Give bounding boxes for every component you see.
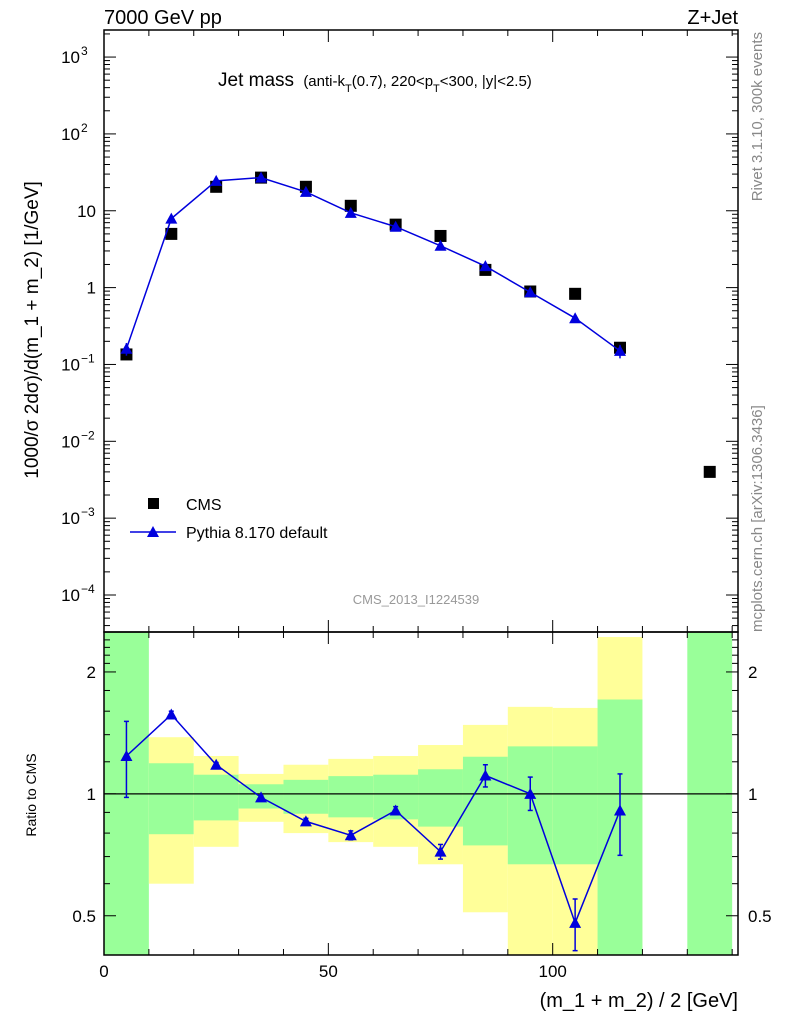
cms-data-point [344,199,357,212]
pythia-data-point [165,212,178,224]
y-tick-label: 1 [87,279,96,298]
y-tick-label: 10 [77,202,96,221]
band-inner [328,776,374,818]
cms-data-point [434,229,447,242]
title-subscript-2: T [433,83,440,95]
title-sub-3: <300, |y|<2.5) [440,73,532,90]
pythia-line [125,176,621,352]
band-inner [552,746,598,865]
ratio-y-tick-label: 0.5 [72,907,96,926]
chart-marks [120,171,716,952]
y-tick-label: 10 [61,48,80,67]
pythia-data-point [255,171,268,183]
ratio-data-point [255,791,268,803]
ratio-data-point [434,845,447,857]
pythia-data-point [299,185,312,197]
pythia-data-point [434,239,447,251]
y-tick-label: 10 [61,586,80,605]
cms-data-point [569,287,582,300]
side-bottom-text: mcplots.cern.ch [arXiv:1306.3436] [749,405,766,632]
ratio-data-point [569,916,582,928]
ratio-data-point [389,804,402,816]
cms-data-point [703,465,716,478]
x-axis-label: (m_1 + m_2) / 2 [GeV] [540,990,738,1012]
ratio-y-tick-label: 2 [87,663,96,682]
y-tick-label: 10 [61,432,80,451]
ratio-y-tick-label-right: 1 [748,785,757,804]
x-tick-label: 0 [99,962,108,981]
pythia-data-point [569,312,582,324]
y-tick-label: 10 [61,125,80,144]
cms-data-point [165,227,178,240]
ratio-line [125,713,621,926]
y-tick-label-exponent: 2 [81,121,88,135]
band-inner [193,774,239,821]
y-axis-label: 1000/σ 2dσ)/d(m_1 + m_2) [1/GeV] [22,181,43,479]
ratio-data-point [613,804,626,816]
title-subscript-1: T [345,83,352,95]
pythia-data-point [524,286,537,298]
y-tick-label-exponent: −3 [81,505,95,519]
header-right: Z+Jet [687,7,738,29]
y-tick-label-exponent: −2 [81,428,95,442]
pythia-data-point [389,220,402,232]
legend-label-pythia: Pythia 8.170 default [186,525,328,542]
pythia-data-point [344,206,357,218]
ratio-data-point [524,787,537,799]
y-tick-label-exponent: 3 [81,44,88,58]
x-tick-label: 100 [539,962,567,981]
ratio-data-point [299,815,312,827]
ratio-y-tick-label: 1 [87,785,96,804]
pythia-data-point [210,174,223,186]
legend-marker-pythia [147,526,159,537]
legend: CMS Pythia 8.170 default [130,497,328,542]
title-main: Jet mass [218,70,294,91]
y-tick-label-exponent: −1 [81,351,95,365]
ratio-y-axis-label: Ratio to CMS [23,753,39,836]
pythia-data-point [613,344,626,356]
ratio-data-point [165,708,178,720]
y-tick-label: 10 [61,355,80,374]
band-inner [148,763,194,835]
ratio-data-point [344,829,357,841]
y-tick-label-exponent: −4 [81,582,95,596]
side-top-text: Rivet 3.1.10, 300k events [749,32,766,201]
header-left: 7000 GeV pp [104,7,222,29]
x-tick-label: 50 [319,962,338,981]
ratio-data-point [479,769,492,781]
ratio-bands [104,632,738,955]
pythia-data-point [120,342,133,354]
pythia-data-point [479,260,492,272]
title-sub-1: (anti-k [303,73,345,90]
band-inner [283,779,329,814]
legend-label-cms: CMS [186,497,222,514]
ratio-data-point [120,750,133,762]
ratio-y-tick-label-right: 0.5 [748,907,772,926]
legend-marker-cms [148,498,159,509]
analysis-id: CMS_2013_I1224539 [353,592,480,607]
ratio-data-point [210,758,223,770]
ratio-y-tick-label-right: 2 [748,663,757,682]
y-tick-label: 10 [61,509,80,528]
title-sub-2: (0.7), 220<p [352,73,433,90]
band-inner [418,769,463,827]
plot-title: Jet mass (anti-kT(0.7), 220<pT<300, |y|<… [218,70,532,95]
